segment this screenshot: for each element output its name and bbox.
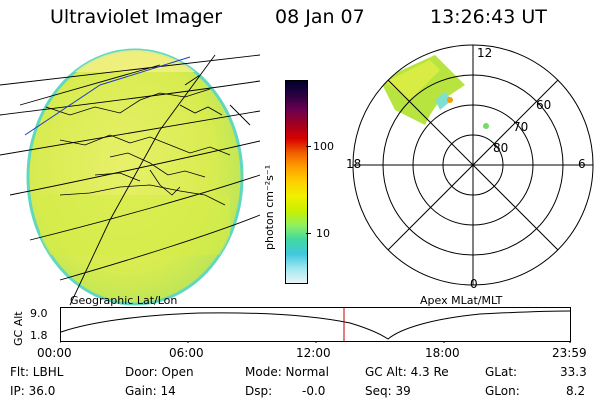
date-label: 08 Jan 07	[275, 6, 365, 28]
status-glat-label: GLat:	[485, 365, 518, 379]
alt-xtick-0000: 00:00	[37, 346, 72, 360]
alt-xtick-2359: 23:59	[552, 346, 587, 360]
colorbar-tick-100	[306, 146, 311, 147]
coastline-lines	[39, 72, 231, 196]
colorbar-tick-label-10: 10	[316, 227, 330, 240]
colorbar-unit-label: photon cm⁻²s⁻¹	[263, 164, 276, 250]
status-door: Door: Open	[125, 365, 194, 379]
mlat-70-label: 70	[513, 120, 529, 134]
mlt-6-label: 6	[578, 157, 586, 171]
status-glon-label: GLon:	[485, 384, 520, 398]
colorbar-gradient	[286, 81, 307, 283]
status-filter: Flt: LBHL	[10, 365, 64, 379]
status-glat-value: 33.3	[560, 365, 587, 379]
colorbar-tick-label-100: 100	[313, 140, 334, 153]
status-seq: Seq: 39	[365, 384, 411, 398]
geographic-uv-image	[0, 48, 260, 306]
alt-xtick-0600: 06:00	[169, 346, 204, 360]
instrument-title: Ultraviolet Imager	[50, 6, 223, 28]
time-label: 13:26:43 UT	[430, 6, 547, 28]
colorbar	[285, 80, 308, 284]
mlt-12-label: 12	[477, 46, 493, 60]
apex-panel-label: Apex MLat/MLT	[420, 294, 503, 307]
alt-ytick-low: 1.8	[30, 329, 48, 342]
status-ip: IP: 36.0	[10, 384, 56, 398]
alt-xtick-1200: 12:00	[296, 346, 331, 360]
status-dsp-label: Dsp:	[245, 384, 273, 398]
apex-polar-plot	[352, 44, 594, 286]
mlat-60-label: 60	[536, 98, 552, 112]
status-gc-alt: GC Alt: 4.3 Re	[365, 365, 449, 379]
geo-panel-label: Geographic Lat/Lon	[70, 294, 178, 307]
mlt-0-label: 0	[470, 277, 478, 291]
grid-lines	[0, 54, 260, 306]
status-glon-value: 8.2	[566, 384, 586, 398]
mlat-80-label: 80	[493, 141, 509, 155]
alt-ylabel: GC Alt	[12, 311, 25, 346]
status-gain: Gain: 14	[125, 384, 176, 398]
status-dsp-value: -0.0	[302, 384, 326, 398]
status-mode: Mode: Normal	[245, 365, 329, 379]
mlt-18-label: 18	[346, 157, 362, 171]
coastline-africa	[59, 184, 226, 206]
altitude-plot	[60, 307, 571, 343]
alt-ytick-high: 9.0	[30, 307, 48, 320]
alt-xtick-1800: 18:00	[425, 346, 460, 360]
altitude-curve	[60, 310, 571, 340]
colorbar-tick-10	[306, 233, 311, 234]
